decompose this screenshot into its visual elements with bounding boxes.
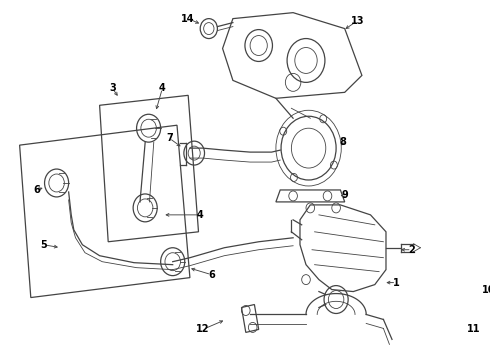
Text: 1: 1 [393, 278, 400, 288]
Text: 5: 5 [40, 240, 47, 250]
Text: 6: 6 [33, 185, 40, 195]
Text: 6: 6 [208, 270, 215, 280]
Text: 14: 14 [181, 14, 195, 24]
Text: 4: 4 [159, 84, 166, 93]
Text: 13: 13 [351, 15, 365, 26]
Text: 4: 4 [197, 210, 203, 220]
Text: 8: 8 [340, 137, 346, 147]
Text: 12: 12 [196, 324, 210, 334]
Text: 7: 7 [166, 133, 172, 143]
Text: 10: 10 [483, 284, 490, 294]
Text: 3: 3 [109, 84, 116, 93]
Text: 11: 11 [467, 324, 481, 334]
Text: 9: 9 [342, 190, 348, 200]
Text: 2: 2 [408, 245, 415, 255]
